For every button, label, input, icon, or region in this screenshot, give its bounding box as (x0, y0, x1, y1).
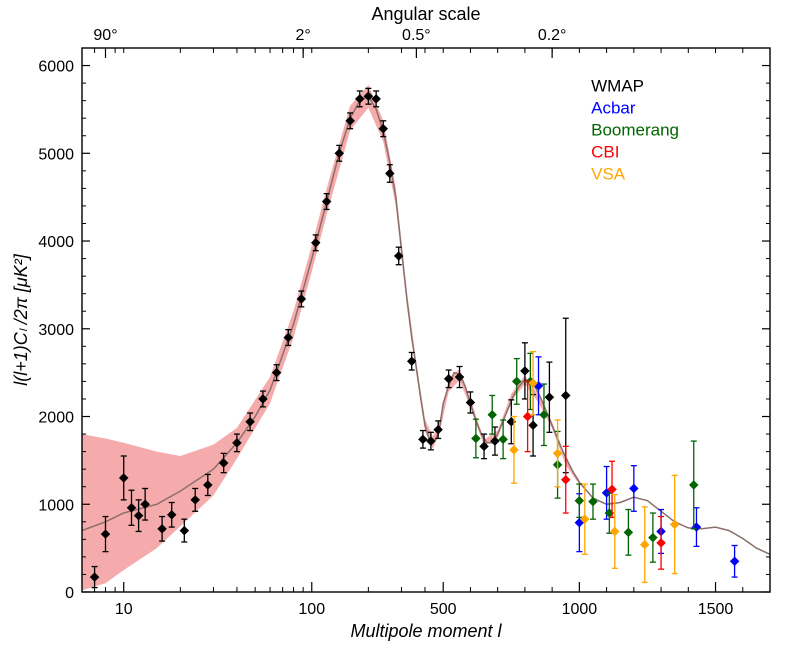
legend-item: Acbar (591, 99, 636, 118)
data-point (561, 475, 570, 484)
data-point (418, 435, 427, 444)
data-point (471, 434, 480, 443)
legend-item: CBI (591, 143, 619, 162)
ytick-label: 1000 (38, 497, 74, 514)
data-point (561, 391, 570, 400)
data-point (575, 496, 584, 505)
xtick-label: 100 (298, 601, 325, 618)
data-point (610, 527, 619, 536)
data-point (510, 445, 519, 454)
data-point (520, 366, 529, 375)
data-point (640, 540, 649, 549)
data-point (488, 410, 497, 419)
data-point (588, 497, 597, 506)
data-point (624, 528, 633, 537)
ytick-label: 4000 (38, 234, 74, 251)
data-point (629, 484, 638, 493)
x-axis-label: Multipole moment l (350, 621, 502, 641)
legend-item: WMAP (591, 77, 644, 96)
legend-item: Boomerang (591, 121, 679, 140)
data-point (670, 520, 679, 529)
xtick-label: 1000 (562, 601, 598, 618)
data-point (657, 538, 666, 547)
data-point (523, 412, 532, 421)
ytick-label: 2000 (38, 410, 74, 427)
cmb-power-spectrum-chart: 0 1000 2000 3000 4000 5000 6000 10 100 500 1000 150… (0, 0, 800, 655)
data-point (648, 533, 657, 542)
top-tick-label: 90° (93, 27, 117, 44)
xtick-label: 1500 (698, 601, 734, 618)
top-tick-label: 0.5° (402, 27, 431, 44)
ytick-label: 6000 (38, 59, 74, 76)
data-point (689, 480, 698, 489)
ytick-label: 3000 (38, 322, 74, 339)
xtick-label: 500 (430, 601, 457, 618)
ytick-label: 5000 (38, 146, 74, 163)
data-point (499, 435, 508, 444)
ytick-label: 0 (65, 585, 74, 602)
y-axis-label: l(l+1)Cₗ /2π [μK²] (11, 253, 31, 385)
top-axis-label: Angular scale (371, 4, 480, 24)
data-point (545, 393, 554, 402)
chart-svg: 0 1000 2000 3000 4000 5000 6000 10 100 500 1000 150… (0, 0, 800, 655)
data-point (730, 557, 739, 566)
data-point (529, 421, 538, 430)
data-point (180, 526, 189, 535)
legend-item: VSA (591, 165, 626, 184)
top-tick-label: 0.2° (538, 27, 567, 44)
confidence-band (82, 85, 579, 590)
top-tick-label: 2° (296, 27, 311, 44)
xtick-label: 10 (115, 601, 133, 618)
